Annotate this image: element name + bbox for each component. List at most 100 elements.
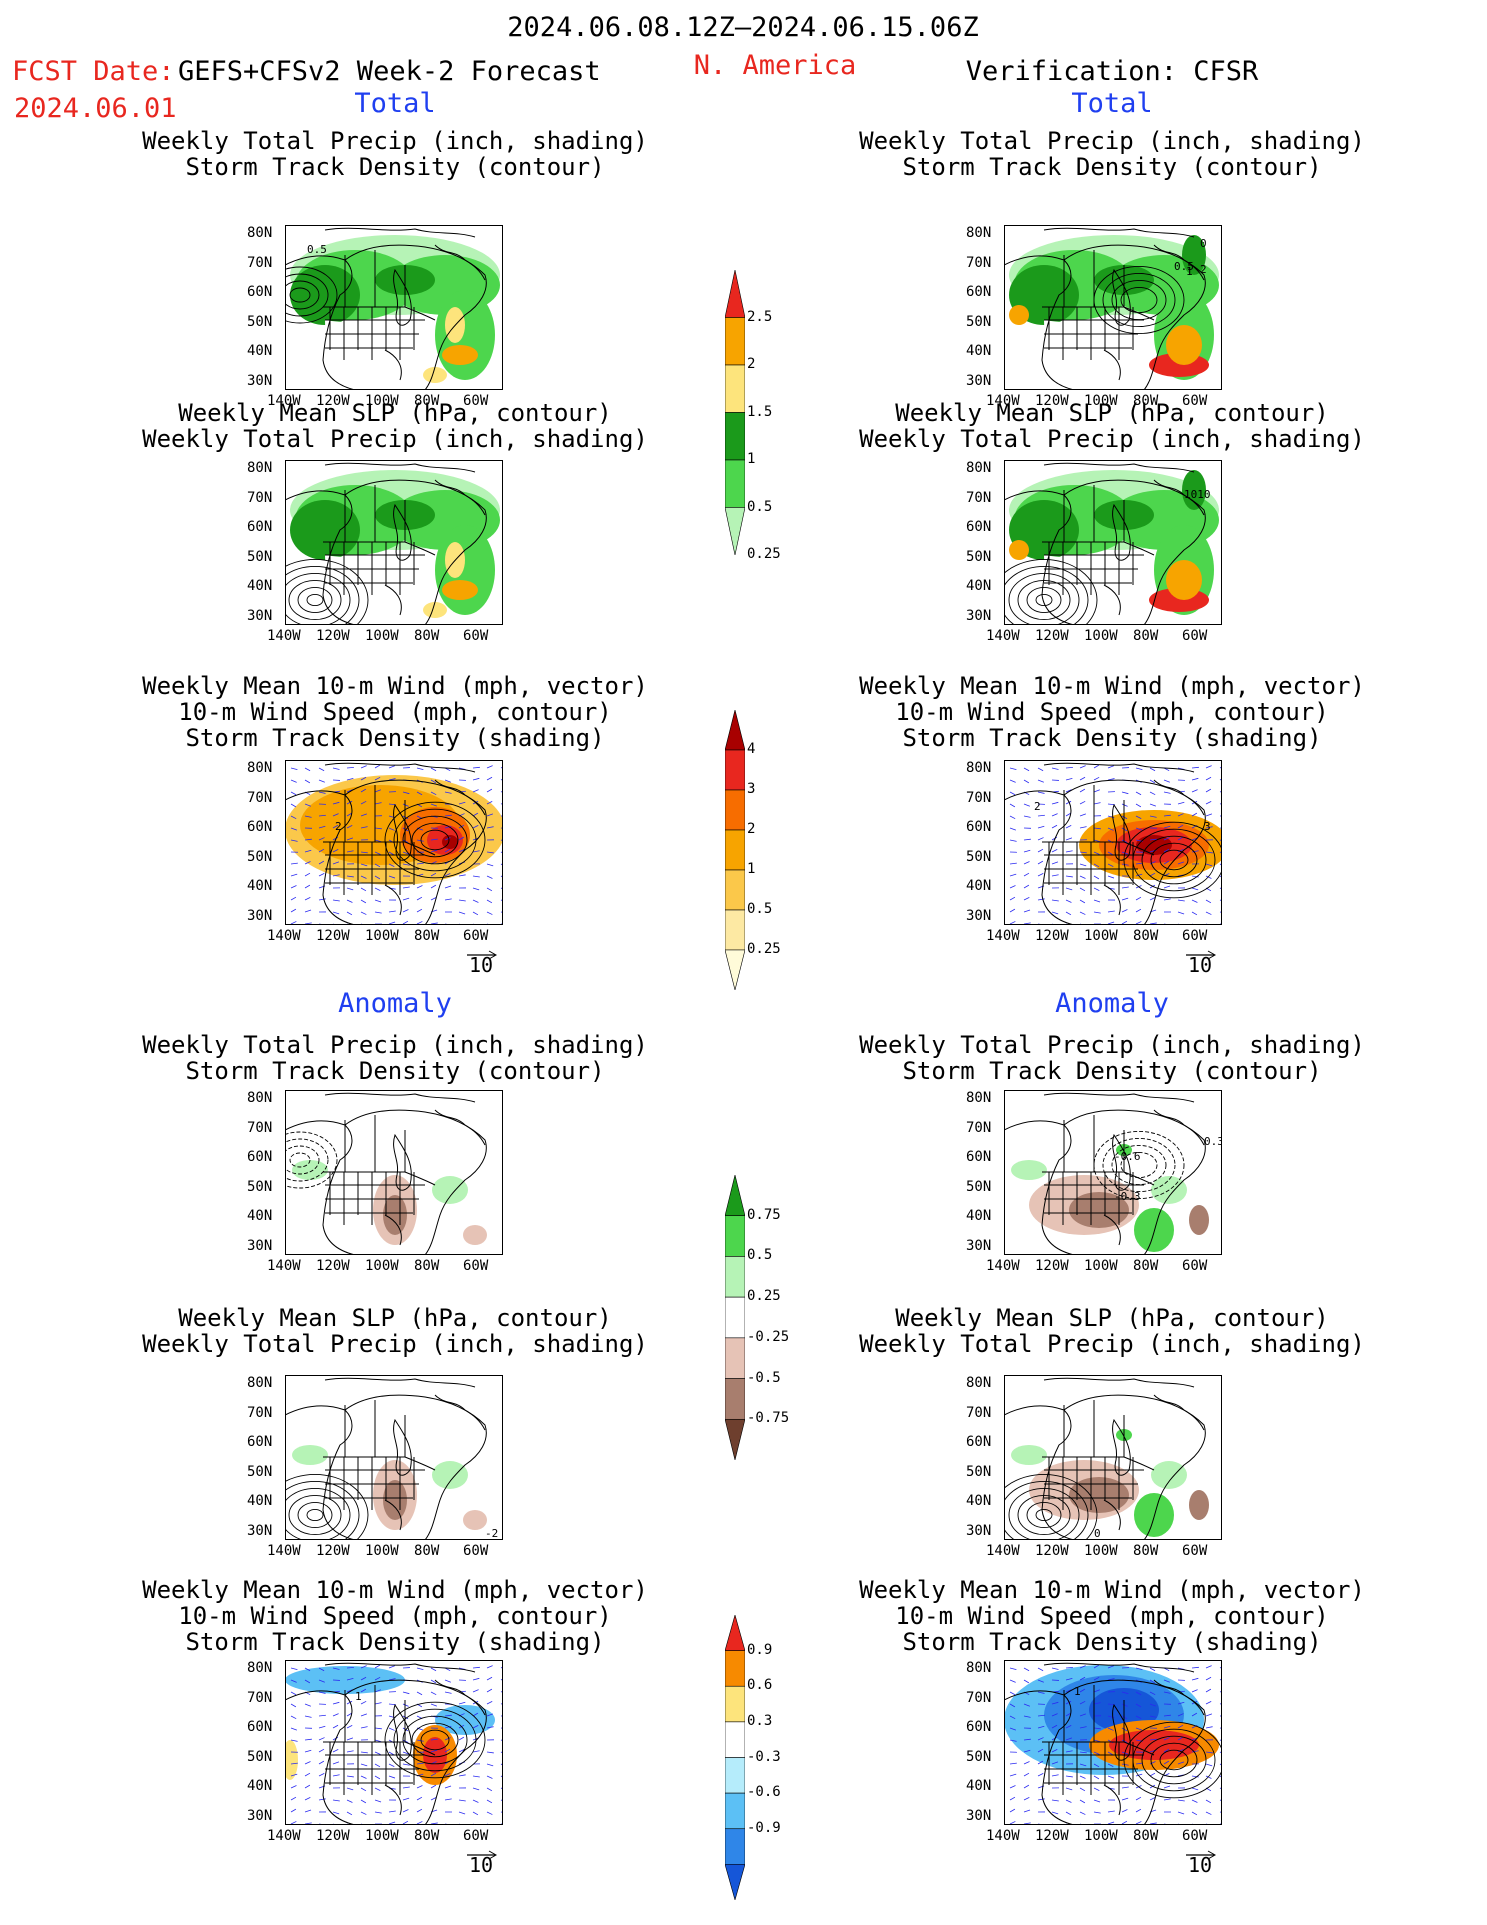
colorbar-tick-label: 1 bbox=[747, 861, 756, 877]
panel-title-line: Weekly Mean SLP (hPa, contour) bbox=[178, 399, 612, 427]
panel-title-line: Storm Track Density (shading) bbox=[902, 724, 1322, 752]
lon-tick-label: 140W bbox=[267, 1543, 301, 1559]
vector-reference-label: 10 bbox=[1188, 1853, 1213, 1877]
lon-tick-label: 140W bbox=[267, 628, 301, 644]
lon-tick-label: 120W bbox=[316, 628, 350, 644]
lon-tick-label: 120W bbox=[1035, 628, 1069, 644]
contour-label: 2 bbox=[1034, 800, 1041, 813]
lat-tick-label: 70N bbox=[247, 789, 273, 806]
map-panel: 1010 bbox=[1004, 460, 1222, 625]
lon-tick-label: 100W bbox=[365, 1828, 399, 1844]
lat-tick-label: 40N bbox=[966, 578, 992, 594]
vector-reference: 10 bbox=[465, 1845, 505, 1877]
section-total-right: Total bbox=[1071, 88, 1153, 119]
lat-tick-label: 80N bbox=[247, 1090, 273, 1106]
panel-title-line: Storm Track Density (shading) bbox=[185, 1628, 605, 1656]
fcst-model: GEFS+CFSv2 Week-2 Forecast bbox=[178, 56, 601, 87]
lat-tick-label: 50N bbox=[247, 313, 273, 330]
lon-tick-label: 120W bbox=[1035, 928, 1069, 944]
lat-tick-label: 60N bbox=[966, 819, 992, 835]
lat-tick-label: 50N bbox=[247, 1463, 273, 1480]
vector-reference-label: 10 bbox=[469, 1853, 494, 1877]
colorbar-tick-label: -0.6 bbox=[747, 1784, 781, 1801]
contour-label: -2 bbox=[485, 1527, 498, 1540]
lon-tick-label: 80W bbox=[1133, 1543, 1159, 1559]
lat-tick-label: 60N bbox=[966, 1434, 992, 1450]
lat-tick-label: 60N bbox=[966, 519, 992, 535]
lon-tick-label: 60W bbox=[463, 1828, 489, 1844]
vector-reference: 10 bbox=[1184, 945, 1224, 977]
lat-tick-label: 30N bbox=[966, 907, 992, 924]
lon-tick-label: 60W bbox=[1182, 1258, 1208, 1274]
lon-tick-label: 100W bbox=[365, 628, 399, 644]
lon-tick-label: 80W bbox=[1133, 393, 1159, 409]
map-panel: -0.6 -0.3 0.3 bbox=[1004, 1090, 1222, 1255]
lon-tick-label: 120W bbox=[316, 1543, 350, 1559]
contour-label: 0.3 bbox=[1204, 1135, 1222, 1148]
lon-tick-label: 140W bbox=[267, 1828, 301, 1844]
colorbar-tick-label: 0.25 bbox=[747, 546, 781, 562]
panel-title-line: Storm Track Density (contour) bbox=[902, 1057, 1322, 1085]
panel-title-line: Weekly Total Precip (inch, shading) bbox=[142, 1330, 648, 1358]
lon-tick-label: 100W bbox=[1084, 928, 1118, 944]
lon-tick-label: 140W bbox=[986, 1543, 1020, 1559]
fcst-date: 2024.06.01 bbox=[14, 93, 177, 124]
contour-label: 0 bbox=[1094, 1527, 1101, 1540]
lon-tick-label: 100W bbox=[365, 928, 399, 944]
colorbar bbox=[724, 1613, 805, 1902]
panel-title-line: Weekly Total Precip (inch, shading) bbox=[142, 127, 648, 155]
colorbar-tick-label: 0.9 bbox=[747, 1641, 773, 1658]
lat-tick-label: 80N bbox=[247, 1660, 273, 1676]
lat-tick-label: 50N bbox=[247, 848, 273, 865]
lat-tick-label: 70N bbox=[966, 1404, 992, 1421]
colorbar-tick-label: -0.9 bbox=[747, 1819, 781, 1836]
lat-tick-label: 30N bbox=[247, 1807, 273, 1824]
colorbar-tick-label: -0.3 bbox=[747, 1748, 781, 1765]
lon-tick-label: 60W bbox=[1182, 1543, 1208, 1559]
panel-title-line: 10-m Wind Speed (mph, contour) bbox=[895, 698, 1329, 726]
contour-label: 0 bbox=[1200, 237, 1207, 250]
section-anomaly-right: Anomaly bbox=[1055, 988, 1169, 1019]
lat-tick-label: 60N bbox=[247, 1719, 273, 1735]
lon-tick-label: 80W bbox=[1133, 628, 1159, 644]
colorbar-tick-label: 0.5 bbox=[747, 1247, 773, 1264]
lat-tick-label: 80N bbox=[247, 760, 273, 776]
panel-title-line: Weekly Total Precip (inch, shading) bbox=[142, 1031, 648, 1059]
lat-tick-label: 50N bbox=[966, 1178, 992, 1195]
colorbar-tick-label: 0.6 bbox=[747, 1677, 773, 1694]
map-panel: 0.5 1 2 0 bbox=[1004, 225, 1222, 390]
lat-tick-label: 40N bbox=[247, 343, 273, 359]
lat-tick-label: 40N bbox=[966, 1778, 992, 1794]
lat-tick-label: 40N bbox=[247, 1208, 273, 1224]
lat-tick-label: 50N bbox=[966, 548, 992, 565]
colorbar-tick-label: 3 bbox=[747, 781, 756, 797]
lon-tick-label: 100W bbox=[365, 1543, 399, 1559]
contour-label: -0.6 bbox=[1114, 1150, 1141, 1163]
lat-tick-label: 60N bbox=[966, 284, 992, 300]
lat-tick-label: 70N bbox=[966, 489, 992, 506]
lat-tick-label: 50N bbox=[966, 1463, 992, 1480]
panel-title-line: Storm Track Density (contour) bbox=[902, 153, 1322, 181]
contour-label: 3 bbox=[1204, 820, 1211, 833]
lon-tick-label: 80W bbox=[414, 928, 440, 944]
panel-title-line: 10-m Wind Speed (mph, contour) bbox=[895, 1602, 1329, 1630]
vector-reference: 10 bbox=[465, 945, 505, 977]
contour-label: 1010 bbox=[1184, 488, 1211, 501]
lat-tick-label: 40N bbox=[247, 878, 273, 894]
lon-tick-label: 100W bbox=[1084, 1543, 1118, 1559]
colorbar-tick-label: 1 bbox=[747, 451, 756, 467]
lon-tick-label: 100W bbox=[1084, 393, 1118, 409]
lat-tick-label: 70N bbox=[247, 1689, 273, 1706]
lat-tick-label: 30N bbox=[966, 372, 992, 389]
lon-tick-label: 60W bbox=[1182, 628, 1208, 644]
lon-tick-label: 80W bbox=[414, 393, 440, 409]
lon-tick-label: 140W bbox=[986, 628, 1020, 644]
time-range-title: 2024.06.08.12Z–2024.06.15.06Z bbox=[507, 12, 979, 43]
panel-title-line: Weekly Total Precip (inch, shading) bbox=[142, 425, 648, 453]
lat-tick-label: 80N bbox=[966, 225, 992, 241]
lon-tick-label: 100W bbox=[365, 393, 399, 409]
panel-title-line: Weekly Total Precip (inch, shading) bbox=[859, 127, 1365, 155]
lat-tick-label: 30N bbox=[247, 1522, 273, 1539]
lat-tick-label: 70N bbox=[247, 1119, 273, 1136]
